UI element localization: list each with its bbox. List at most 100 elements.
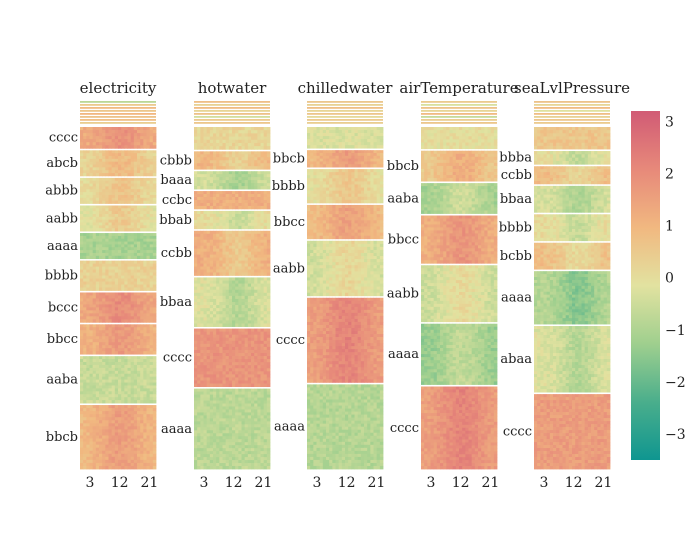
heatmap-cell bbox=[219, 186, 223, 190]
heatmap-cell bbox=[247, 139, 252, 144]
heatmap-cell bbox=[80, 423, 84, 427]
heatmap-cell bbox=[241, 374, 246, 378]
heatmap-cell bbox=[114, 330, 119, 334]
heatmap-cell bbox=[86, 200, 90, 204]
heatmap-cell bbox=[83, 313, 87, 317]
heatmap-cell bbox=[114, 133, 119, 137]
heatmap-cell bbox=[140, 228, 144, 232]
heatmap-cell bbox=[247, 383, 252, 388]
heatmap-cell bbox=[108, 167, 113, 171]
heatmap-cell bbox=[99, 211, 103, 215]
heatmap-cell bbox=[216, 283, 220, 288]
heatmap-cell bbox=[118, 170, 122, 174]
heatmap-cell bbox=[140, 194, 144, 199]
heatmap-cell bbox=[260, 263, 265, 267]
heatmap-cell bbox=[244, 356, 249, 360]
heatmap-cell bbox=[216, 213, 220, 218]
heatmap-cell bbox=[118, 167, 122, 171]
heatmap-cell bbox=[225, 171, 230, 175]
heatmap-cell bbox=[124, 281, 128, 285]
heatmap-cell bbox=[130, 156, 135, 160]
heatmap-cell bbox=[232, 133, 236, 137]
heatmap-cell bbox=[92, 316, 97, 320]
heatmap-cell bbox=[99, 453, 103, 458]
heatmap-cell bbox=[149, 222, 154, 226]
heatmap-cell bbox=[130, 238, 135, 242]
heatmap-cell bbox=[206, 222, 211, 227]
heatmap-cell bbox=[137, 310, 141, 314]
heatmap-cell bbox=[228, 383, 233, 388]
heatmap-cell bbox=[203, 340, 208, 345]
heatmap-cell bbox=[254, 213, 258, 218]
heatmap-cell bbox=[140, 211, 144, 215]
heatmap-cell bbox=[149, 228, 154, 232]
heatmap-cell bbox=[89, 376, 94, 381]
heatmap-cell bbox=[118, 417, 122, 421]
heatmap-cell bbox=[244, 383, 249, 388]
heatmap-cell bbox=[213, 406, 217, 410]
heatmap-cell bbox=[241, 314, 246, 318]
heatmap-cell bbox=[149, 339, 154, 343]
heatmap-cell bbox=[206, 397, 211, 401]
heatmap-cell bbox=[140, 167, 144, 171]
heatmap-cell bbox=[254, 242, 258, 247]
heatmap-cell bbox=[121, 260, 125, 265]
heatmap-cell bbox=[263, 163, 268, 167]
heatmap-cell bbox=[80, 339, 84, 343]
heatmap-cell bbox=[143, 275, 147, 279]
heatmap-cell bbox=[83, 292, 87, 296]
heatmap-cell bbox=[140, 295, 144, 299]
heatmap-cell bbox=[118, 465, 122, 470]
heatmap-cell bbox=[133, 133, 138, 137]
heatmap-cell bbox=[200, 427, 204, 431]
heatmap-cell bbox=[219, 295, 223, 300]
stripe-row bbox=[194, 116, 270, 118]
heatmap-cell bbox=[254, 349, 258, 354]
heatmap-cell bbox=[80, 370, 84, 375]
heatmap-cell bbox=[118, 205, 122, 209]
heatmap-cell bbox=[143, 127, 147, 131]
heatmap-cell bbox=[206, 334, 211, 339]
heatmap-cell bbox=[80, 405, 84, 409]
heatmap-cell bbox=[140, 450, 144, 455]
heatmap-cell bbox=[228, 346, 233, 351]
heatmap-cell bbox=[209, 260, 214, 264]
heatmap-cell bbox=[146, 211, 151, 215]
heatmap-cell bbox=[228, 317, 233, 321]
heatmap-cell bbox=[216, 194, 220, 198]
heatmap-cell bbox=[206, 199, 211, 204]
heatmap-cell bbox=[216, 260, 220, 264]
heatmap-cell bbox=[143, 167, 147, 171]
heatmap-cell bbox=[137, 150, 141, 154]
heatmap-cell bbox=[92, 379, 97, 383]
heatmap-cell bbox=[111, 263, 116, 267]
heatmap-cell bbox=[102, 441, 106, 446]
heatmap-cell bbox=[133, 405, 138, 409]
heatmap-cell bbox=[241, 174, 246, 178]
heatmap-cell bbox=[130, 327, 135, 331]
heatmap-cell bbox=[152, 278, 157, 282]
heatmap-cell bbox=[254, 314, 258, 318]
heatmap-cell bbox=[263, 139, 268, 144]
heatmap-cell bbox=[247, 292, 252, 297]
heatmap-cell bbox=[149, 214, 154, 218]
heatmap-cell bbox=[114, 342, 119, 346]
heatmap-cell bbox=[130, 367, 135, 372]
heatmap-cell bbox=[143, 266, 147, 270]
heatmap-cell bbox=[137, 222, 141, 226]
heatmap-cell bbox=[92, 272, 97, 276]
heatmap-cell bbox=[235, 391, 239, 395]
heatmap-cell bbox=[219, 236, 223, 241]
heatmap-cell bbox=[92, 313, 97, 317]
heatmap-cell bbox=[86, 214, 90, 218]
heatmap-cell bbox=[95, 405, 100, 409]
heatmap-cell bbox=[203, 151, 208, 155]
heatmap-cell bbox=[238, 418, 242, 422]
heatmap-cell bbox=[263, 427, 268, 431]
heatmap-cell bbox=[92, 219, 97, 223]
heatmap-cell bbox=[89, 208, 94, 212]
heatmap-cell bbox=[137, 411, 141, 415]
heatmap-cell bbox=[92, 284, 97, 288]
heatmap-cell bbox=[194, 365, 198, 369]
heatmap-cell bbox=[206, 409, 211, 413]
